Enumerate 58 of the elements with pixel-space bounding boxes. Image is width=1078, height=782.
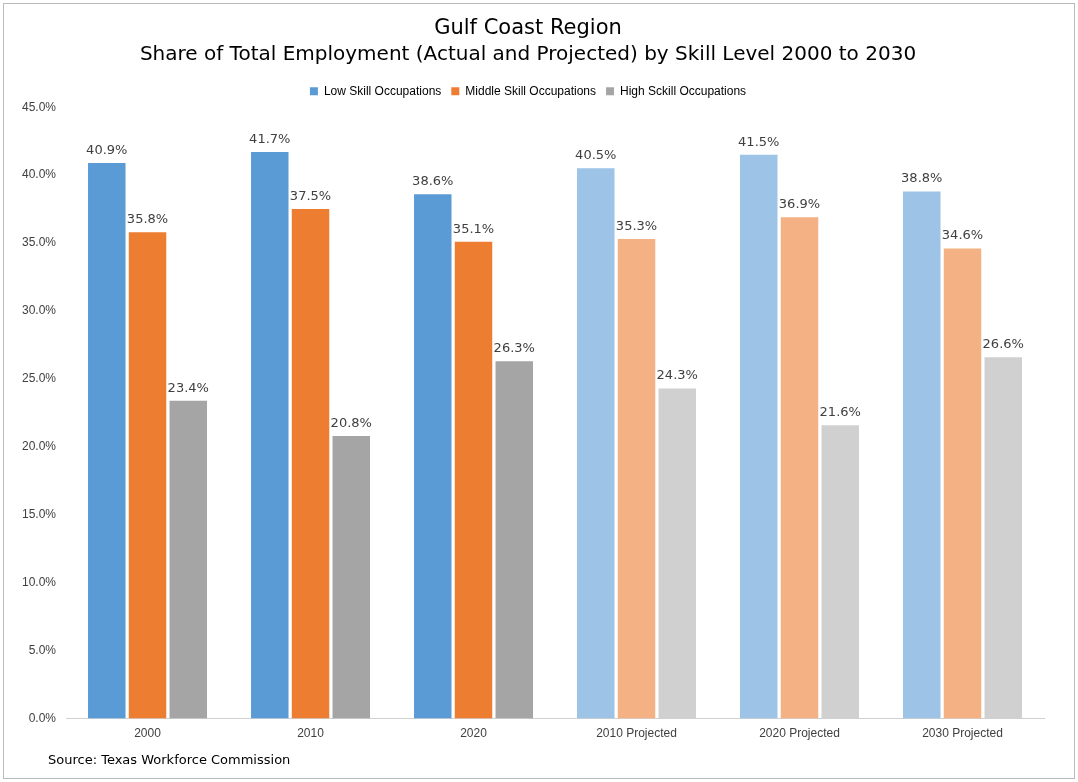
y-tick-label: 0.0%: [28, 710, 57, 725]
bar: [251, 152, 289, 719]
source-note: Source: Texas Workforce Commission: [48, 752, 291, 767]
bar: [943, 248, 982, 719]
bar: [454, 241, 493, 719]
x-tick-label: 2000: [134, 726, 162, 741]
x-tick-label: 2030 Projected: [922, 726, 1003, 741]
data-label: 37.5%: [289, 187, 332, 203]
data-label: 41.7%: [249, 130, 291, 146]
x-tick-label: 2020: [460, 726, 488, 741]
data-label: 23.4%: [167, 379, 209, 395]
y-tick-label: 45.0%: [21, 99, 57, 114]
y-tick-label: 25.0%: [21, 371, 57, 386]
data-label: 38.8%: [901, 170, 943, 186]
bar: [740, 154, 778, 719]
data-label: 35.8%: [126, 211, 169, 227]
y-tick-label: 15.0%: [21, 507, 57, 522]
legend-label: Low Skill Occupations: [323, 83, 442, 98]
y-tick-label: 30.0%: [21, 303, 57, 318]
y-tick-label: 35.0%: [21, 235, 57, 250]
bar: [332, 436, 371, 719]
data-label: 35.1%: [452, 220, 495, 236]
bar: [780, 217, 819, 719]
data-label: 40.5%: [575, 147, 617, 163]
bar: [414, 194, 452, 719]
data-label: 41.5%: [738, 133, 780, 149]
data-label: 36.9%: [778, 196, 821, 212]
data-label: 40.9%: [86, 141, 128, 157]
data-label: 26.6%: [982, 336, 1024, 352]
bar: [88, 162, 126, 719]
data-label: 26.3%: [493, 340, 535, 356]
bar: [903, 191, 941, 719]
bar: [821, 425, 859, 719]
data-label: 24.3%: [656, 367, 698, 383]
data-label: 34.6%: [941, 227, 984, 243]
bar: [169, 400, 208, 719]
data-label: 35.3%: [615, 217, 658, 233]
y-tick-label: 20.0%: [21, 439, 57, 454]
data-label: 38.6%: [412, 173, 454, 189]
chart-title: Gulf Coast Region: [434, 15, 622, 40]
bar: [617, 238, 656, 719]
bar: [128, 232, 167, 719]
chart-subtitle: Share of Total Employment (Actual and Projected) by Skill Level 2000 to 2030: [139, 41, 917, 66]
bar: [495, 361, 534, 719]
y-tick-label: 5.0%: [28, 642, 57, 657]
data-label: 21.6%: [819, 404, 861, 419]
bar: [658, 388, 696, 719]
data-label: 20.8%: [330, 414, 372, 430]
x-tick-label: 2020 Projected: [759, 726, 840, 741]
legend-label: Middle Skill Occupations: [465, 83, 597, 98]
bar: [577, 168, 615, 719]
legend-label: High Sckill Occupations: [620, 83, 747, 98]
bar: [984, 357, 1022, 719]
bar: [291, 209, 330, 719]
x-tick-label: 2010: [297, 726, 325, 741]
x-tick-label: 2010 Projected: [596, 726, 677, 741]
y-tick-label: 40.0%: [21, 167, 57, 182]
y-tick-label: 10.0%: [21, 575, 57, 590]
